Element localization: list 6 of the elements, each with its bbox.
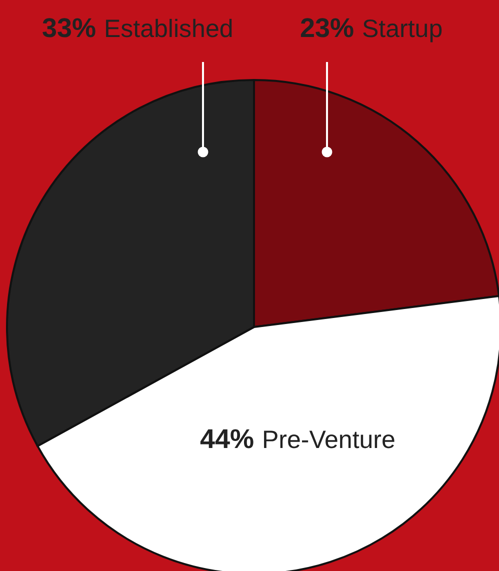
data-label: 23%: [300, 13, 354, 43]
data-label: 44%: [200, 424, 254, 454]
slice-label: Established: [104, 15, 234, 43]
slice-label: Startup: [362, 15, 443, 43]
data-label: 33%: [42, 13, 96, 43]
slice-label: Pre-Venture: [262, 426, 396, 454]
